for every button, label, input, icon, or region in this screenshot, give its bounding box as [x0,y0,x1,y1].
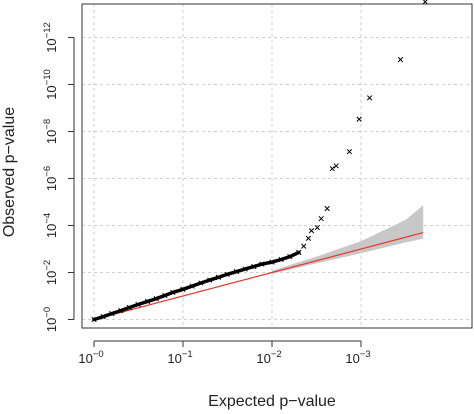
y-tick-label-3: 10−6 [42,166,59,191]
data-point-6 [144,298,151,305]
data-point-17 [242,266,248,272]
data-point-8 [162,292,168,299]
data-point-2 [109,310,115,317]
y-axis: 10−0 10−2 10−4 10−6 10−8 10−10 10−12 [42,22,75,332]
data-point-7 [153,296,159,302]
data-point-24 [301,243,307,249]
reference-line [93,231,424,321]
data-point-34 [366,95,373,101]
data-point-30 [329,165,335,172]
data-point-21 [278,256,284,263]
data-point-0 [91,316,97,323]
data-point-12 [198,280,204,286]
data-point-14 [215,274,222,280]
data-point-16 [233,268,240,275]
data-point-18 [251,263,257,270]
data-point-31 [333,163,339,169]
data-point-32 [346,148,353,155]
data-point-25 [305,235,312,241]
data-point-35 [397,56,404,63]
y-axis-label: Observed p−value [1,107,18,237]
data-point-13 [207,277,213,283]
x-axis-label: Expected p−value [208,393,336,410]
data-point-22 [287,253,293,260]
x-tick-label-1: 10−1 [167,349,192,366]
data-point-23 [296,249,302,256]
data-point-27 [314,224,320,231]
data-point-3 [118,307,124,314]
plot-frame [81,3,473,329]
data-point-4 [126,304,133,311]
data-points [91,0,428,323]
data-point-20 [269,259,275,265]
data-point-5 [135,301,141,308]
data-point-10 [180,286,186,292]
data-point-11 [189,283,195,289]
data-point-29 [324,205,330,212]
y-tick-label-0: 10−0 [42,307,59,332]
data-point-19 [259,261,265,267]
data-point-1 [100,314,106,320]
x-axis: 10−0 10−1 10−2 10−3 [78,340,371,366]
x-tick-label-3: 10−3 [345,349,370,366]
data-point-33 [356,116,362,122]
confidence-band [272,205,424,274]
grid-lines [82,4,472,328]
x-tick-label-2: 10−2 [256,349,281,366]
y-tick-label-2: 10−4 [42,213,59,238]
x-tick-label-0: 10−0 [78,349,103,366]
y-tick-label-5: 10−10 [42,69,59,100]
data-point-9 [170,289,176,296]
point-trace [92,250,301,322]
data-point-26 [308,228,315,234]
y-tick-label-6: 10−12 [42,22,59,53]
data-point-15 [224,271,230,278]
y-tick-label-4: 10−8 [42,119,59,144]
y-tick-label-1: 10−2 [42,260,59,285]
data-point-28 [318,215,324,222]
data-point-36 [422,0,428,5]
